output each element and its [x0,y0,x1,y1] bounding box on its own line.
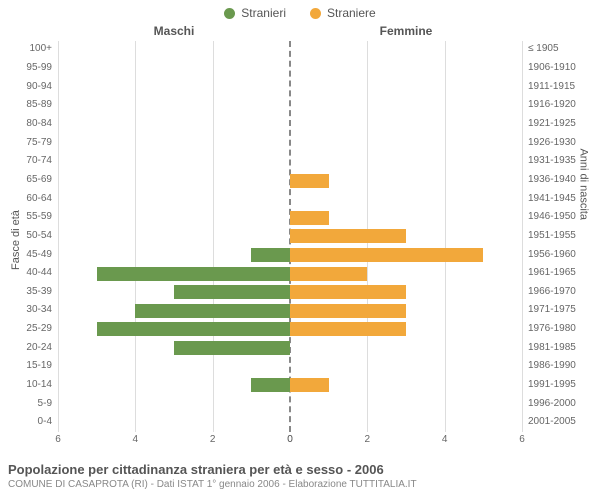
legend-item-female: Straniere [310,6,376,20]
bar-female [290,378,329,392]
birth-year-label: 1961-1965 [528,264,592,283]
x-tick: 6 [519,434,525,445]
x-ticks: 64200246 [58,432,522,456]
birth-year-label: 1971-1975 [528,301,592,320]
age-label: 0-4 [8,413,52,432]
birth-year-label: 1976-1980 [528,320,592,339]
bar-male [97,322,290,336]
birth-year-label: 1996-2000 [528,394,592,413]
bar-male [251,248,290,262]
chart-title: Popolazione per cittadinanza straniera p… [8,462,592,477]
birth-year-label: 1966-1970 [528,283,592,302]
y-axis-label-left: Fasce di età [10,210,22,270]
birth-year-label: 2001-2005 [528,413,592,432]
header-male: Maschi [58,24,290,38]
birth-year-label: 1951-1955 [528,227,592,246]
age-label: 80-84 [8,115,52,134]
y-axis-right: ≤ 19051906-19101911-19151916-19201921-19… [522,40,592,432]
bar-female [290,304,406,318]
x-tick: 2 [365,434,371,445]
bar-male [135,304,290,318]
y-axis-label-right: Anni di nascita [578,148,590,220]
birth-year-label: 1991-1995 [528,376,592,395]
x-axis: 64200246 [8,432,592,456]
x-tick: 4 [442,434,448,445]
x-tick: 0 [287,434,293,445]
birth-year-label: 1986-1990 [528,357,592,376]
legend-label-female: Straniere [327,6,376,20]
age-label: 25-29 [8,320,52,339]
birth-year-label: 1981-1985 [528,339,592,358]
age-label: 85-89 [8,96,52,115]
age-label: 30-34 [8,301,52,320]
legend-label-male: Stranieri [241,6,286,20]
x-tick: 6 [55,434,61,445]
plot-area [58,40,522,432]
bar-female [290,211,329,225]
population-pyramid-chart: Stranieri Straniere Maschi Femmine Fasce… [0,0,600,500]
chart-subtitle: COMUNE DI CASAPROTA (RI) - Dati ISTAT 1°… [8,479,592,490]
age-label: 15-19 [8,357,52,376]
birth-year-label: 1956-1960 [528,245,592,264]
header-female: Femmine [290,24,522,38]
bar-female [290,267,367,281]
legend: Stranieri Straniere [8,6,592,20]
footer: Popolazione per cittadinanza straniera p… [8,462,592,490]
age-label: 70-74 [8,152,52,171]
age-label: 65-69 [8,171,52,190]
gridline [135,41,136,432]
age-label: 60-64 [8,189,52,208]
bar-male [174,285,290,299]
age-label: 90-94 [8,77,52,96]
age-label: 35-39 [8,283,52,302]
birth-year-label: 1906-1910 [528,59,592,78]
legend-swatch-female [310,8,321,19]
x-tick: 2 [210,434,216,445]
birth-year-label: 1916-1920 [528,96,592,115]
age-label: 5-9 [8,394,52,413]
bar-male [97,267,290,281]
plot: Fasce di età 100+95-9990-9485-8980-8475-… [8,40,592,432]
age-label: 100+ [8,40,52,59]
bar-female [290,248,483,262]
bar-female [290,285,406,299]
legend-swatch-male [224,8,235,19]
age-label: 75-79 [8,133,52,152]
gridline [445,41,446,432]
column-headers: Maschi Femmine [8,24,592,38]
bar-female [290,174,329,188]
bar-male [174,341,290,355]
bar-female [290,322,406,336]
birth-year-label: ≤ 1905 [528,40,592,59]
bar-male [251,378,290,392]
gridline [58,41,59,432]
age-label: 95-99 [8,59,52,78]
birth-year-label: 1921-1925 [528,115,592,134]
age-label: 10-14 [8,376,52,395]
gridline [522,41,523,432]
legend-item-male: Stranieri [224,6,286,20]
birth-year-label: 1911-1915 [528,77,592,96]
bar-female [290,229,406,243]
age-label: 20-24 [8,339,52,358]
x-tick: 4 [133,434,139,445]
gridline [213,41,214,432]
